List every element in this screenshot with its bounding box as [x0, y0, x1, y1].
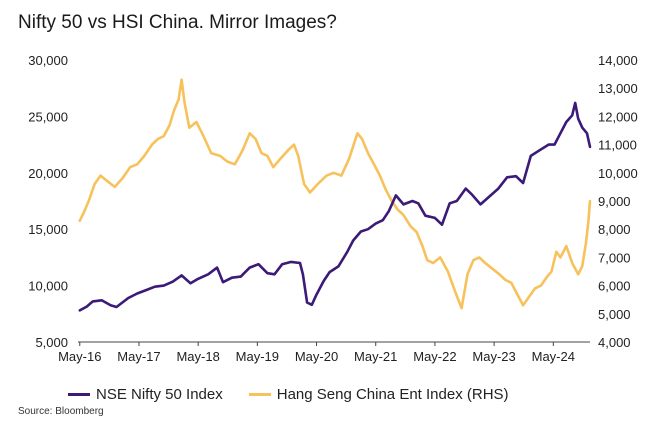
series-line-nifty	[78, 101, 592, 312]
y-left-tick-label: 15,000	[28, 222, 68, 237]
y-right-tick-label: 7,000	[598, 250, 631, 265]
y-left-tick-label: 10,000	[28, 279, 68, 294]
legend: NSE Nifty 50 Index Hang Seng China Ent I…	[68, 386, 535, 403]
plot-axes	[78, 341, 590, 346]
plot-ticks: May-16 May-17 May-18 May-19 May-20 May-21 May-…	[28, 53, 638, 364]
x-tick-label: May-24	[532, 349, 575, 364]
y-left-tick-label: 25,000	[28, 109, 68, 124]
y-right-tick-label: 10,000	[598, 166, 638, 181]
x-tick-label: May-21	[354, 349, 397, 364]
x-tick-label: May-20	[295, 349, 338, 364]
y-right-tick-label: 14,000	[598, 53, 638, 68]
x-tick-label: May-23	[472, 349, 515, 364]
y-right-tick-label: 13,000	[598, 81, 638, 96]
x-tick-label: May-17	[117, 349, 160, 364]
legend-swatch-hscei	[248, 393, 271, 396]
y-right-tick-label: 8,000	[598, 222, 631, 237]
legend-label-nifty: NSE Nifty 50 Index	[96, 386, 223, 403]
y-left-tick-label: 20,000	[28, 166, 68, 181]
source-note: Source: Bloomberg	[18, 406, 104, 417]
y-right-tick-label: 4,000	[598, 335, 631, 350]
y-right-tick-label: 6,000	[598, 279, 631, 294]
y-right-tick-label: 12,000	[598, 109, 638, 124]
legend-swatch-nifty	[68, 393, 90, 396]
x-tick-label: May-22	[413, 349, 456, 364]
plot-lines	[78, 78, 592, 312]
y-right-tick-label: 9,000	[598, 194, 631, 209]
legend-item-nifty: NSE Nifty 50 Index	[68, 386, 223, 403]
y-right-tick-label: 5,000	[598, 307, 631, 322]
legend-label-hscei: Hang Seng China Ent Index (RHS)	[276, 386, 509, 403]
legend-item-hscei: Hang Seng China Ent Index (RHS)	[248, 386, 509, 403]
y-right-tick-label: 11,000	[598, 138, 637, 153]
series-line-hscei	[78, 78, 592, 310]
x-tick-label: May-16	[58, 349, 101, 364]
x-tick-label: May-19	[236, 349, 279, 364]
y-left-tick-label: 30,000	[28, 53, 68, 68]
y-left-tick-label: 5,000	[35, 335, 68, 350]
x-tick-label: May-18	[176, 349, 219, 364]
chart-title: Nifty 50 vs HSI China. Mirror Images?	[18, 12, 337, 33]
